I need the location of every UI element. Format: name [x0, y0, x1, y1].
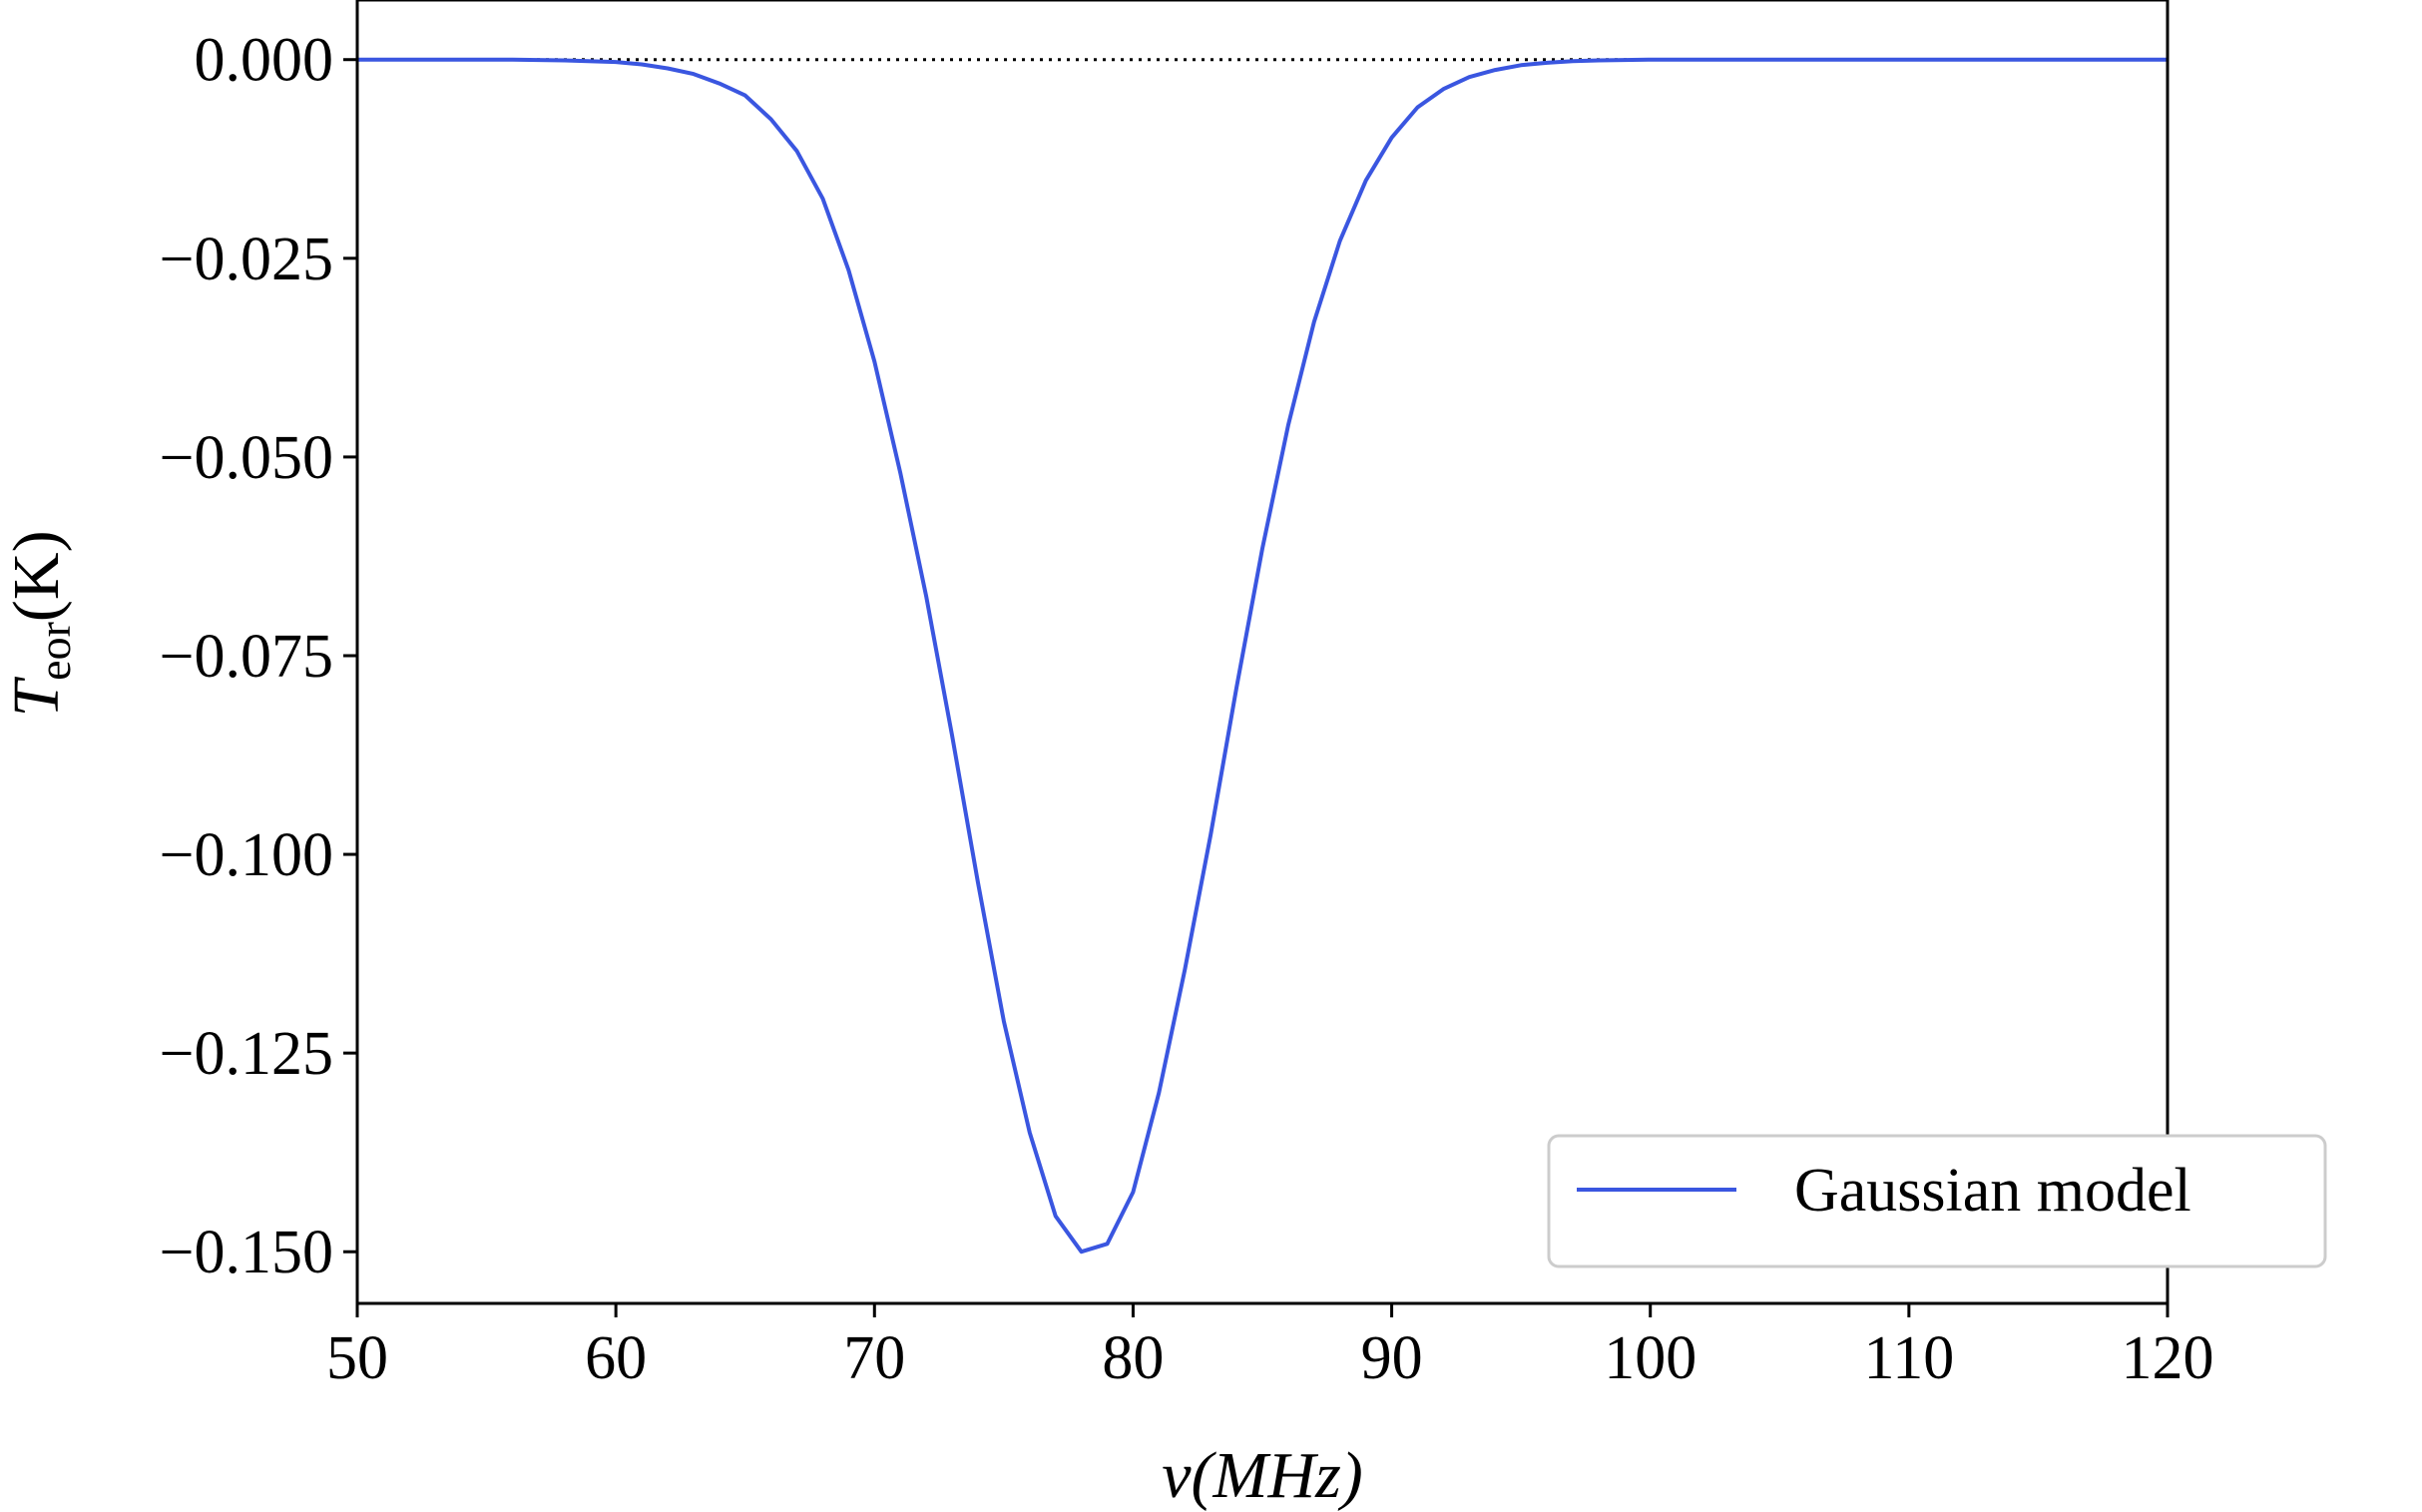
ticks-layer: 50 60 70 80 90 100 110 120 0.000 −0.025 −0.050 −0.0…: [160, 27, 2214, 1392]
y-axis-label-main: T: [0, 677, 73, 718]
series-line-0: [357, 57, 2168, 1255]
x-tick-label: 110: [1864, 1324, 1955, 1392]
y-axis-label: Teor(K): [0, 530, 80, 717]
x-axis-label: ν(MHz): [1162, 1439, 1363, 1512]
plot-frame: [355, 0, 2170, 1305]
y-axis-label-subscript: eor: [29, 622, 80, 681]
y-tick-label: −0.050: [160, 424, 333, 492]
svg-text:Teor(K): Teor(K): [0, 530, 80, 717]
legend-label: Gaussian model: [1794, 1157, 2191, 1225]
y-tick-label: −0.125: [160, 1020, 333, 1088]
y-tick-label: −0.150: [160, 1219, 333, 1286]
y-tick-label: 0.000: [195, 27, 334, 95]
x-tick-label: 100: [1604, 1324, 1696, 1392]
plot-layer: [357, 57, 2168, 1255]
x-tick-label: 60: [585, 1324, 647, 1392]
y-tick-label: −0.075: [160, 623, 333, 691]
x-tick-label: 50: [326, 1324, 388, 1392]
y-tick-label: −0.100: [160, 821, 333, 889]
x-tick-label: 120: [2122, 1324, 2214, 1392]
legend: Gaussian model: [1547, 1134, 2327, 1268]
x-tick-label: 80: [1102, 1324, 1164, 1392]
y-axis-label-unit: (K): [0, 530, 73, 622]
x-tick-label: 70: [843, 1324, 905, 1392]
y-tick-label: −0.025: [160, 226, 333, 293]
legend-box: [1547, 1134, 2327, 1268]
x-tick-label: 90: [1361, 1324, 1423, 1392]
